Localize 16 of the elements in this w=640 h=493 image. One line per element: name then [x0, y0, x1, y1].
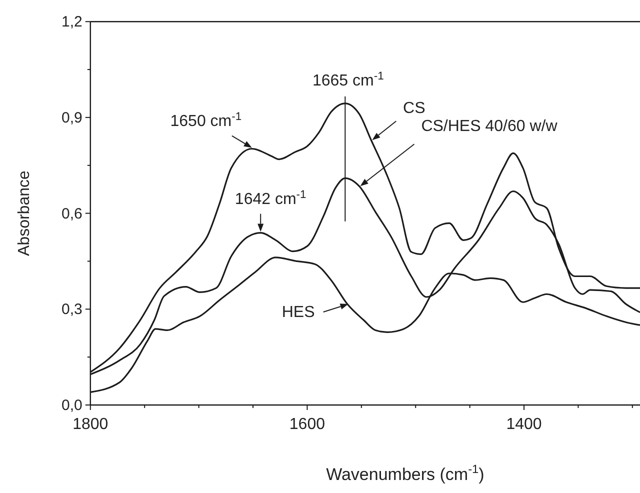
x-tick-label: 1400	[506, 416, 542, 433]
annotation: 1650 cm$^{-1}$	[170, 110, 242, 130]
legend-label: CS/HES 40/60 w/w	[421, 118, 558, 136]
y-tick-label: 0,3	[62, 301, 82, 318]
x-tick-label: 1600	[289, 416, 326, 433]
annotation: 1665 cm$^{-1}$	[312, 70, 384, 90]
y-tick-label: 0,0	[62, 397, 82, 414]
x-axis-title: Wavenumbers (cm$^{-1}$)	[326, 462, 484, 484]
text: CS	[403, 100, 426, 118]
series-label: HES	[282, 304, 315, 322]
y-tick-label: 0,6	[62, 205, 82, 222]
y-axis-title: Absorbance	[16, 170, 33, 256]
x-tick-label: 1800	[72, 416, 108, 433]
annotation: 1642 cm$^{-1}$	[234, 188, 306, 208]
y-tick-label: 1,2	[62, 14, 82, 31]
y-tick-label: 0,9	[62, 109, 82, 126]
